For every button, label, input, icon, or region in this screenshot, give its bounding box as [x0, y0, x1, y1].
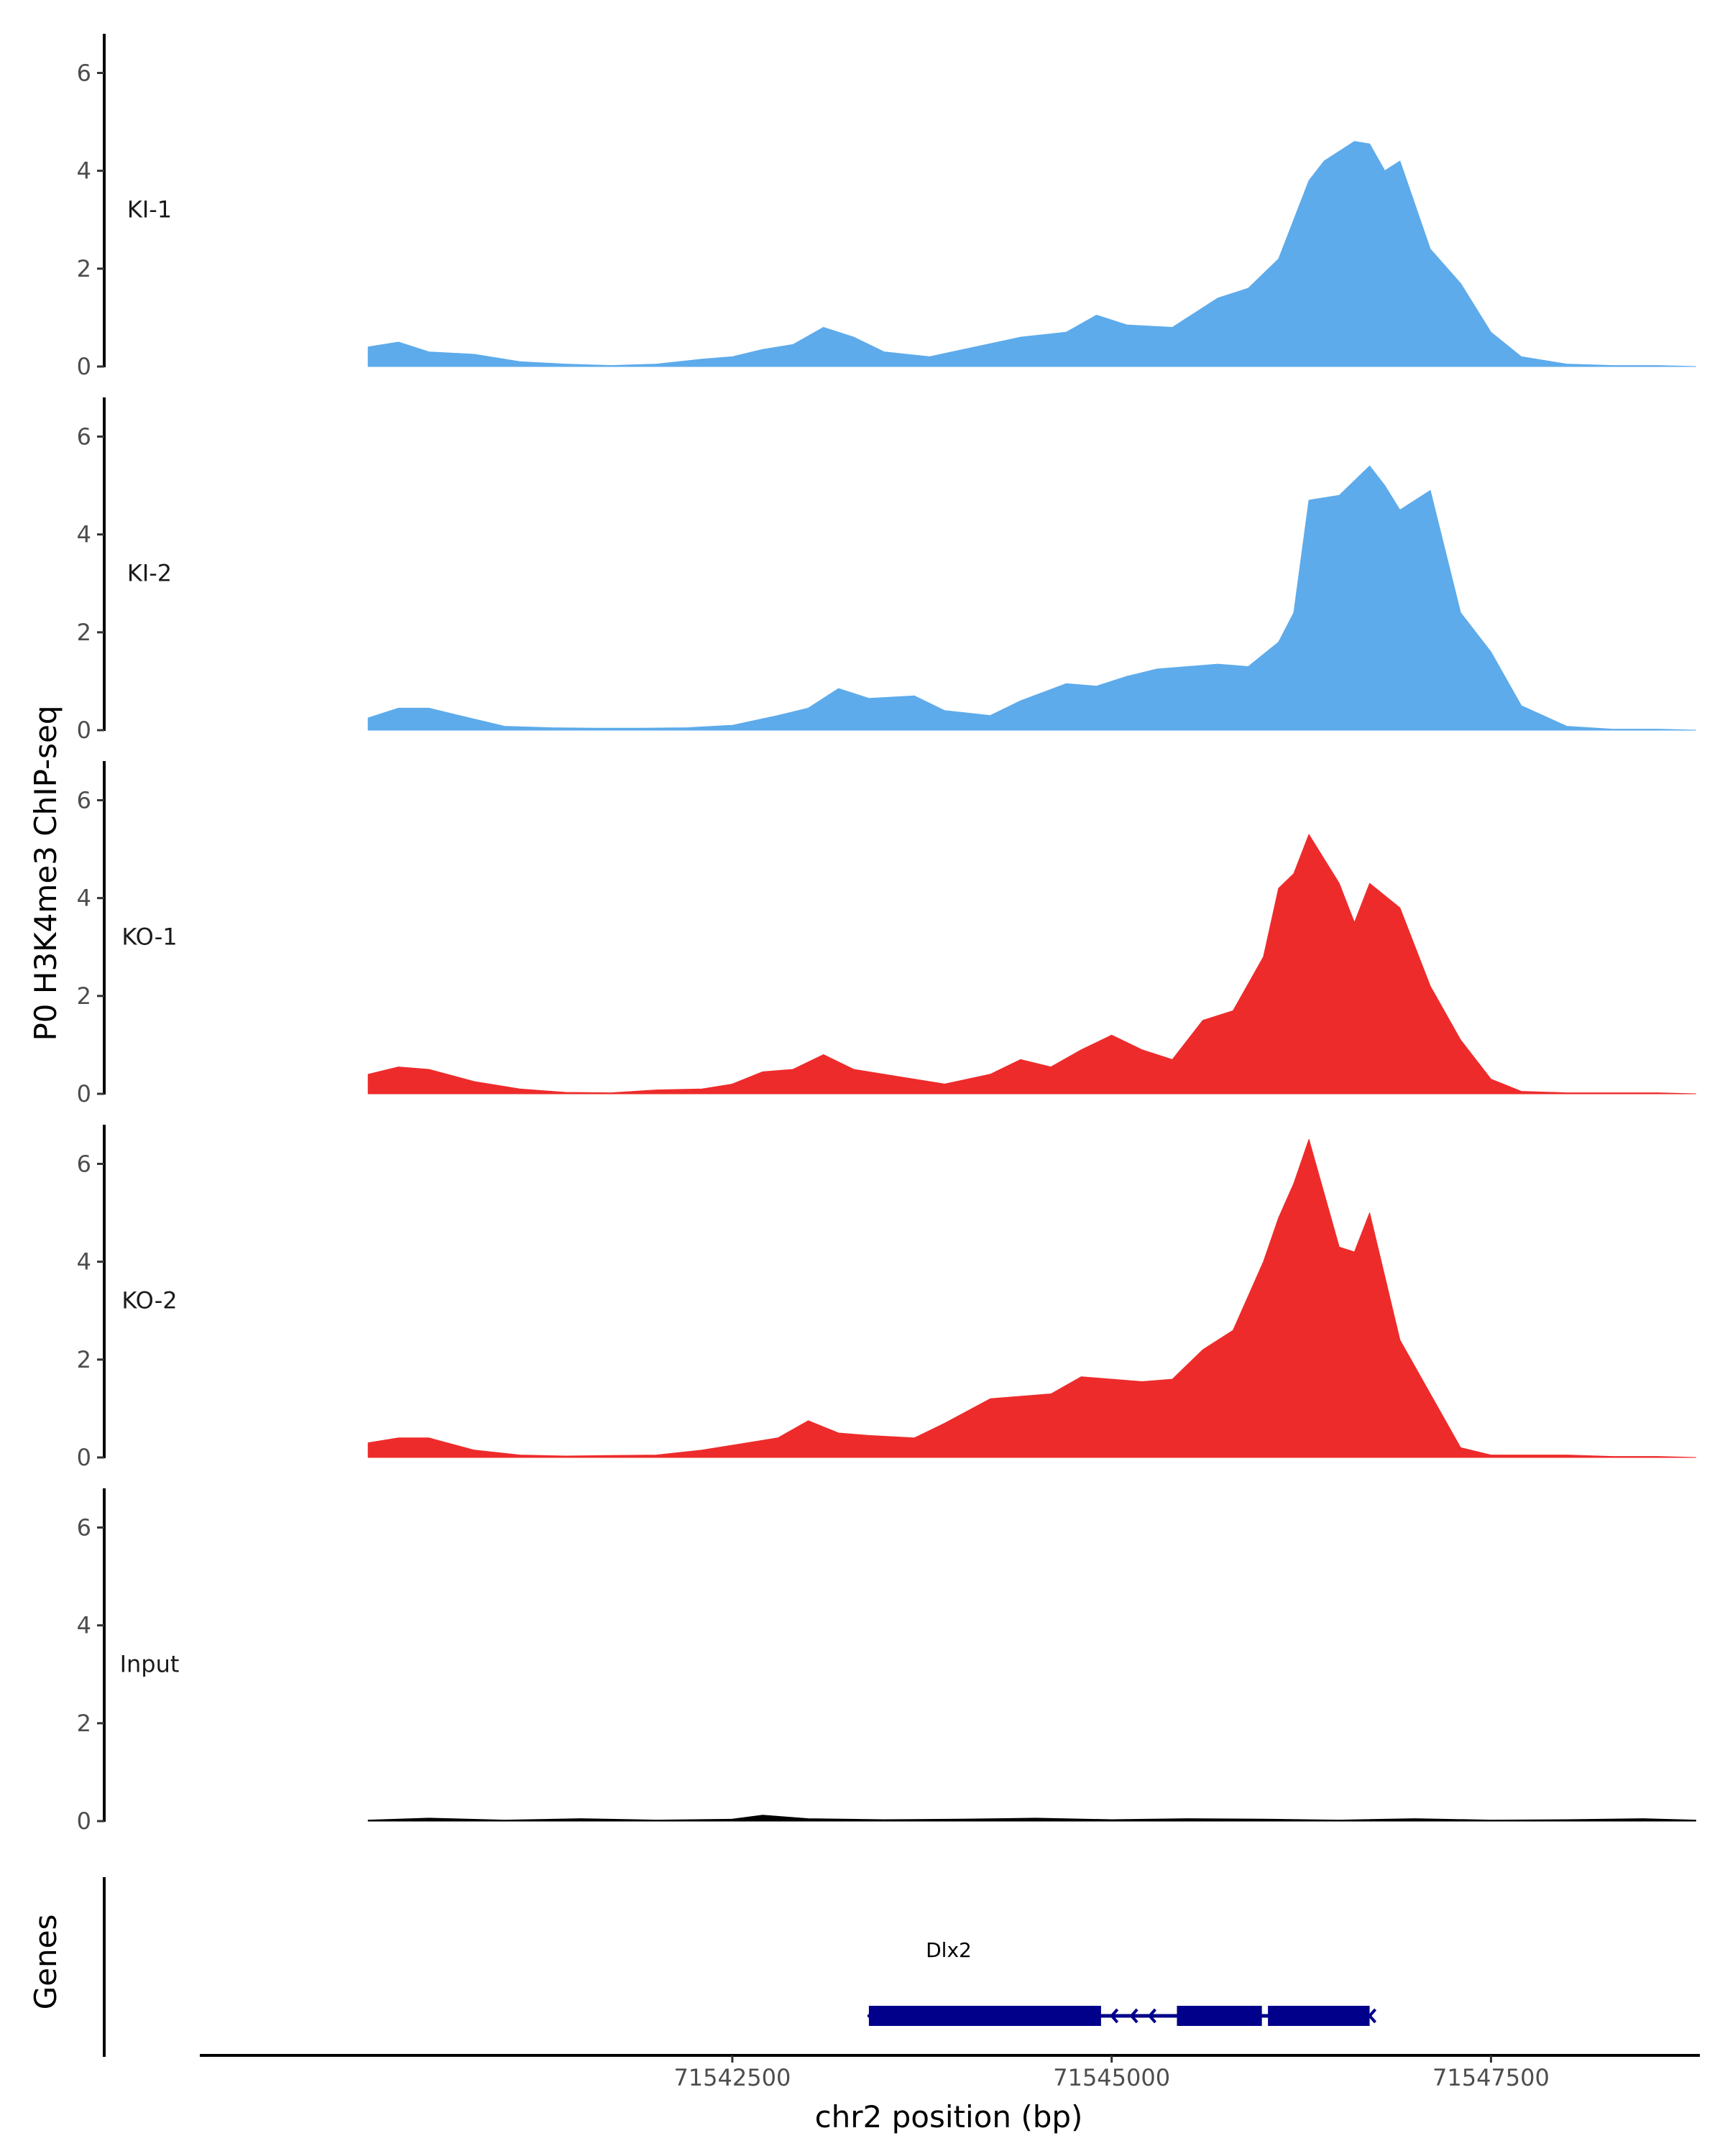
strand-arrow — [1147, 2008, 1156, 2024]
coverage-area — [367, 834, 1696, 1095]
y-tick-label: 4 — [77, 1612, 91, 1639]
track-input: 0 2 4 6 Input — [77, 1488, 1696, 1835]
y-tick-label: 6 — [77, 786, 91, 814]
track-label: KI-2 — [127, 560, 172, 587]
y-tick-label: 0 — [77, 1444, 91, 1471]
strand-arrow — [1129, 2008, 1138, 2024]
y-tick-label: 6 — [77, 1150, 91, 1177]
coverage-area — [367, 141, 1696, 367]
track-label: KI-1 — [127, 196, 172, 224]
track-label: KO-1 — [121, 923, 177, 951]
y-tick-label: 0 — [77, 1080, 91, 1107]
y-tick-label: 2 — [77, 1710, 91, 1737]
y-tick-label: 4 — [77, 521, 91, 548]
y-tick-label: 6 — [77, 1514, 91, 1541]
track-ki-1: 0 2 4 6 KI-1 — [77, 34, 1696, 380]
coverage-area — [367, 1815, 1696, 1822]
gene-exon — [868, 2006, 1101, 2026]
y-tick-label: 2 — [77, 255, 91, 282]
y-tick-label: 0 — [77, 717, 91, 744]
y-tick-label: 4 — [77, 157, 91, 185]
coverage-area — [367, 465, 1696, 731]
track-ko-1: 0 2 4 6 KO-1 — [77, 761, 1696, 1107]
coverage-area — [367, 1138, 1696, 1458]
y-tick-label: 2 — [77, 982, 91, 1010]
y-tick-label: 6 — [77, 423, 91, 450]
y-tick-label: 0 — [77, 1807, 91, 1835]
x-tick-label: 71545000 — [1053, 2064, 1170, 2091]
y-tick-label: 4 — [77, 1248, 91, 1276]
gene-name-label: Dlx2 — [926, 1938, 972, 1962]
track-label: KO-2 — [121, 1287, 177, 1314]
coverage-tracks: 0 2 4 6 KI-1 0 2 4 6 KI-2 0 2 4 6 KO-1 0 2 4 6 KO-2 0 2 4 6 Inpu… — [77, 34, 1696, 1835]
track-ko-2: 0 2 4 6 KO-2 — [77, 1125, 1696, 1471]
y-tick-label: 6 — [77, 59, 91, 86]
track-label: Input — [120, 1651, 180, 1678]
x-tick-label: 71547500 — [1432, 2064, 1550, 2091]
x-tick-label: 71542500 — [673, 2064, 791, 2091]
x-axis-title: chr2 position (bp) — [815, 2099, 1083, 2134]
y-axis-title: P0 H3K4me3 ChIP-seq — [28, 705, 63, 1041]
gene-exon — [1177, 2006, 1262, 2026]
y-tick-label: 4 — [77, 885, 91, 912]
genes-axis-title: Genes — [28, 1915, 63, 2010]
y-tick-label: 2 — [77, 619, 91, 646]
gene-panel: Dlx2 — [103, 1877, 1377, 2057]
x-axis: 71542500 71545000 71547500 — [200, 2054, 1700, 2091]
y-tick-label: 2 — [77, 1346, 91, 1373]
track-ki-2: 0 2 4 6 KI-2 — [77, 397, 1696, 744]
strand-arrow — [1109, 2008, 1119, 2024]
strand-arrow — [867, 2008, 876, 2024]
strand-arrow — [1367, 2008, 1377, 2024]
gene-exon — [1268, 2006, 1370, 2026]
y-tick-label: 0 — [77, 353, 91, 380]
